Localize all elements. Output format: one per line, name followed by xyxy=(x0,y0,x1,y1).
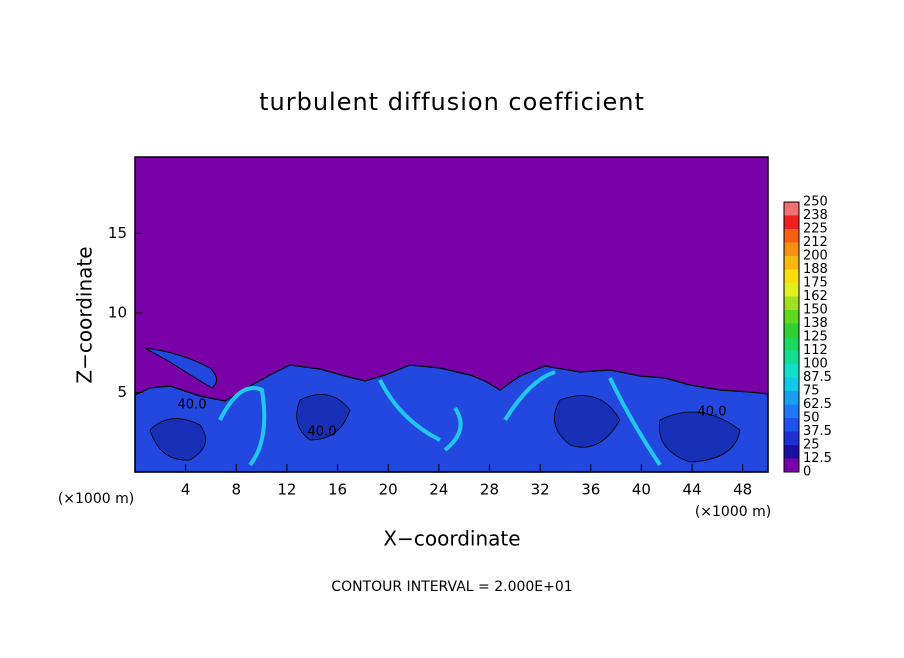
colorbar-swatch xyxy=(784,269,799,283)
contour-label: 40.0 xyxy=(308,425,337,440)
x-tick-label: 44 xyxy=(682,481,701,499)
x-tick-label: 36 xyxy=(581,481,600,499)
colorbar-label: 125 xyxy=(803,330,828,345)
y-tick-label: 10 xyxy=(108,303,127,321)
x-tick-label: 20 xyxy=(379,481,398,499)
colorbar-swatch xyxy=(784,310,799,324)
colorbar-label: 138 xyxy=(803,316,828,331)
colorbar-swatch xyxy=(784,431,799,445)
colorbar-label: 100 xyxy=(803,357,828,372)
colorbar-label: 162 xyxy=(803,289,828,304)
colorbar-swatch xyxy=(784,350,799,364)
contour-label: 40.0 xyxy=(178,398,207,413)
colorbar-swatch xyxy=(784,296,799,310)
y-axis-label: Z−coordinate xyxy=(73,246,97,383)
chart-title: turbulent diffusion coefficient xyxy=(259,88,645,116)
colorbar-swatch xyxy=(784,418,799,432)
colorbar-label: 150 xyxy=(803,303,828,318)
colorbar-label: 25 xyxy=(803,438,820,453)
colorbar-label: 50 xyxy=(803,411,820,426)
x-axis-label: X−coordinate xyxy=(383,527,520,551)
colorbar-label: 87.5 xyxy=(803,370,832,385)
colorbar-label: 225 xyxy=(803,222,828,237)
colorbar-swatch xyxy=(784,242,799,256)
colorbar-label: 250 xyxy=(803,195,828,210)
contour-label: 40.0 xyxy=(698,405,727,420)
x-tick-label: 48 xyxy=(733,481,752,499)
colorbar-swatch xyxy=(784,283,799,297)
colorbar-label: 12.5 xyxy=(803,451,832,466)
colorbar-swatch xyxy=(784,364,799,378)
x-unit-label: (×1000 m) xyxy=(695,504,771,520)
colorbar-swatch xyxy=(784,202,799,216)
colorbar-label: 238 xyxy=(803,208,828,223)
turbulent-tendril xyxy=(144,347,217,389)
colorbar-label: 0 xyxy=(803,465,811,480)
colorbar-label: 175 xyxy=(803,276,828,291)
x-tick-label: 28 xyxy=(480,481,499,499)
x-unit-label: (×1000 m) xyxy=(58,491,134,507)
colorbar-label: 112 xyxy=(803,343,828,358)
x-tick-label: 40 xyxy=(632,481,651,499)
x-tick-label: 24 xyxy=(429,481,448,499)
colorbar-label: 212 xyxy=(803,235,828,250)
x-tick-label: 4 xyxy=(181,481,191,499)
x-tick-label: 32 xyxy=(531,481,550,499)
plot-area xyxy=(134,156,769,473)
colorbar-frame xyxy=(783,201,800,473)
colorbar-swatch xyxy=(784,229,799,243)
colorbar-swatch xyxy=(784,377,799,391)
colorbar-swatch xyxy=(784,391,799,405)
colorbar-swatch xyxy=(784,404,799,418)
y-tick-label: 15 xyxy=(108,224,127,242)
plot-frame xyxy=(134,156,769,473)
x-tick-label: 12 xyxy=(277,481,296,499)
footer-note: CONTOUR INTERVAL = 2.000E+01 xyxy=(331,579,572,595)
colorbar-swatch xyxy=(784,323,799,337)
colorbar-label: 188 xyxy=(803,262,828,277)
colorbar-label: 62.5 xyxy=(803,397,832,412)
colorbar-label: 200 xyxy=(803,249,828,264)
turbulent-filament xyxy=(218,370,662,467)
colorbar-swatch xyxy=(784,458,799,472)
colorbar-swatch xyxy=(784,256,799,270)
colorbar-swatch xyxy=(784,337,799,351)
turbulent-eddy xyxy=(149,393,741,463)
y-tick-label: 5 xyxy=(117,383,127,401)
x-tick-label: 8 xyxy=(232,481,242,499)
colorbar-label: 75 xyxy=(803,384,820,399)
colorbar-swatch xyxy=(784,215,799,229)
x-tick-label: 16 xyxy=(328,481,347,499)
colorbar-swatch xyxy=(784,445,799,459)
colorbar-label: 37.5 xyxy=(803,424,832,439)
